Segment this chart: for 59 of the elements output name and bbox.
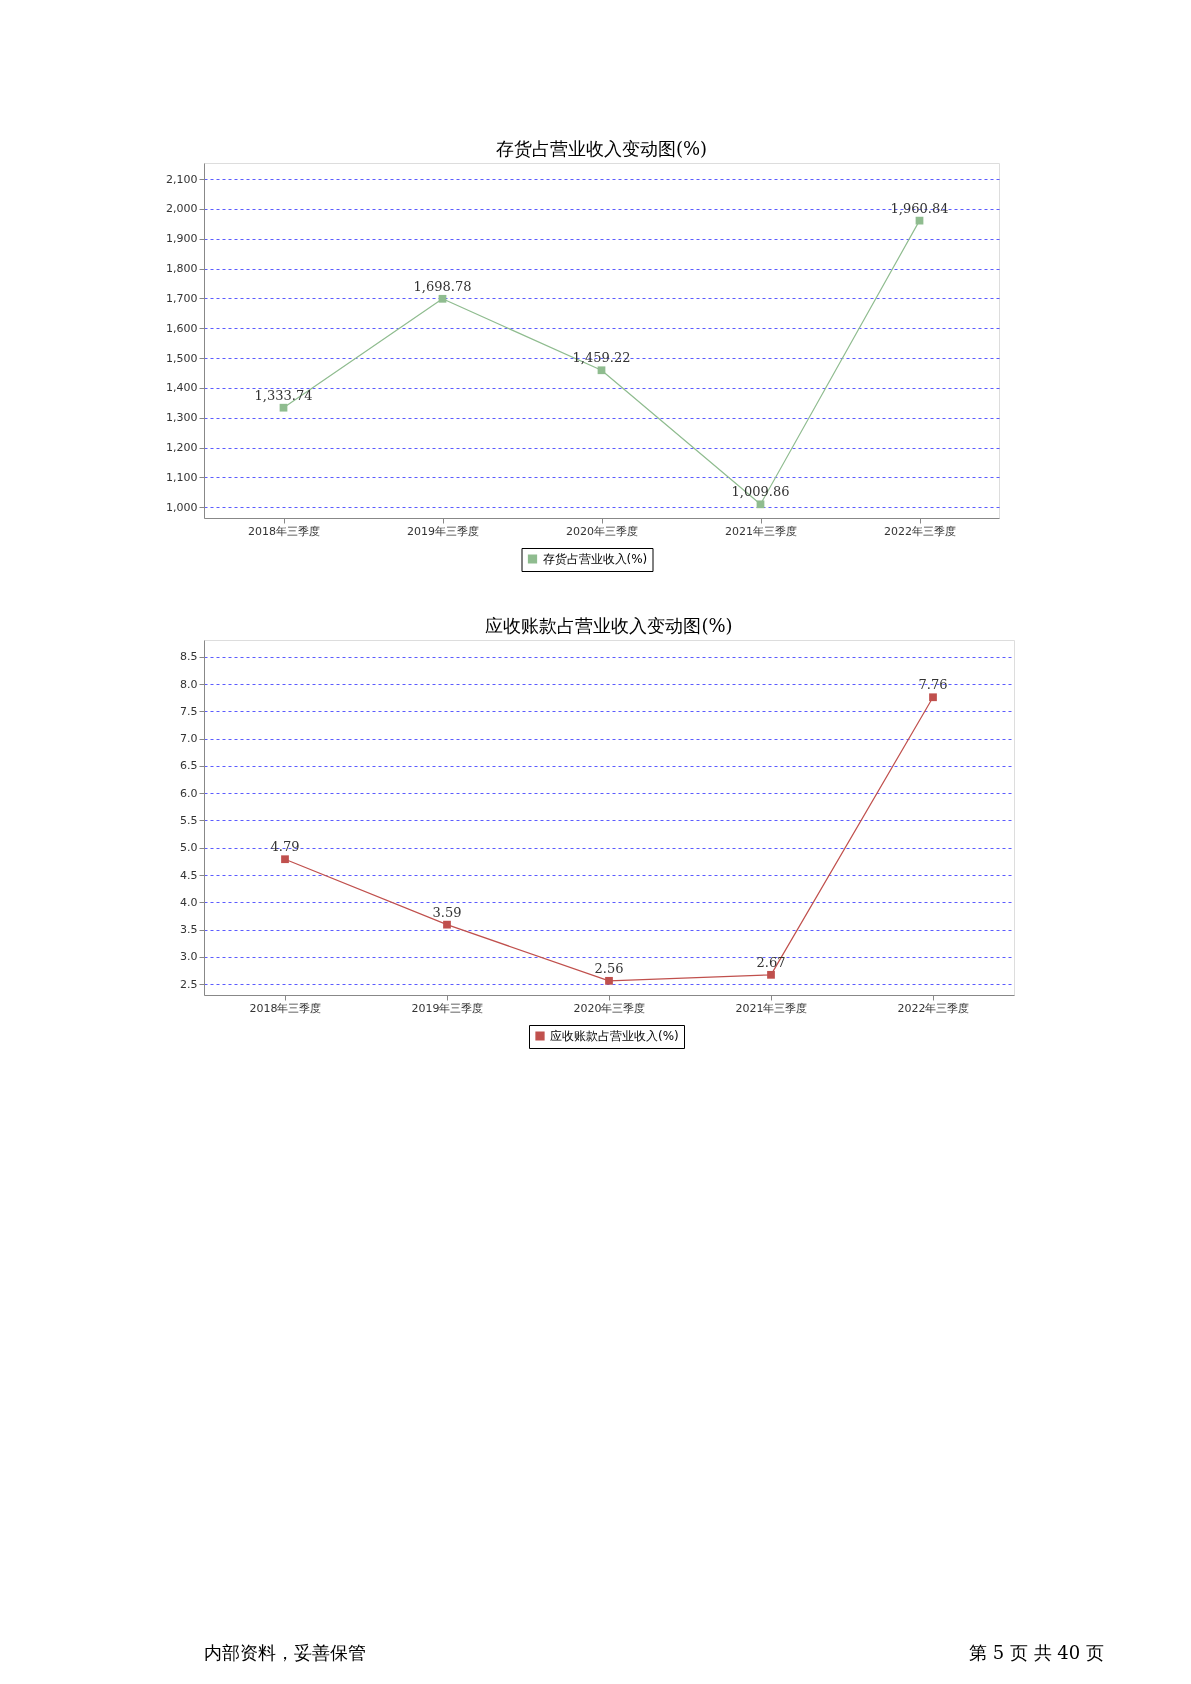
legend-label: 存货占营业收入(%) [542,552,648,566]
point [756,500,765,509]
y-tick-label: 1,400 [166,381,198,395]
point [279,403,288,412]
data-label: 1,459.22 [572,350,631,366]
x-tick-label: 2018年三季度 [248,524,320,538]
point [443,920,451,929]
x-tick-label: 2020年三季度 [566,524,638,538]
data-label: 1,698.78 [413,278,472,294]
data-label: 1,009.86 [731,484,790,500]
data-label: 4.79 [270,839,300,855]
y-tick-label: 1,800 [166,262,198,276]
y-tick-label: 5.0 [180,841,198,855]
y-tick-label: 4.0 [180,895,198,909]
y-tick-label: 1,100 [166,470,198,484]
x-tick-label: 2020年三季度 [573,1001,646,1015]
data-label: 1,960.84 [890,200,949,216]
x-tick-label: 2021年三季度 [725,524,797,538]
point [438,294,447,303]
point [929,693,937,702]
y-tick-label: 1,500 [166,351,198,365]
y-tick-label: 8.0 [180,677,198,691]
x-tick-label: 2022年三季度 [884,524,956,538]
data-label: 3.59 [432,904,462,920]
y-tick-label: 1,000 [166,500,198,514]
x-tick-label: 2018年三季度 [249,1001,322,1015]
y-tick-label: 3.5 [180,923,198,937]
chart-title: 存货占营业收入变动图(%) [495,138,708,159]
data-label: 1,333.74 [254,387,313,403]
point [767,970,775,979]
y-tick-label: 1,200 [166,441,198,455]
y-tick-label: 1,600 [166,321,198,335]
data-label: 7.76 [918,677,948,693]
chart-title: 应收账款占营业收入变动图(%) [485,615,733,636]
y-tick-label: 7.0 [180,732,198,746]
x-tick-label: 2022年三季度 [897,1001,970,1015]
text: 内部资料，妥善保管 [204,1642,366,1663]
y-tick-label: 2.5 [180,977,198,991]
x-tick-label: 2019年三季度 [411,1001,484,1015]
legend-label: 应收账款占营业收入(%) [550,1029,679,1043]
data-label: 2.56 [594,960,624,976]
y-tick-label: 7.5 [180,704,198,718]
point [605,976,613,985]
y-tick-label: 1,900 [166,232,198,246]
y-tick-label: 6.5 [180,759,198,773]
y-tick-label: 3.0 [180,950,198,964]
y-tick-label: 2,100 [166,172,198,186]
y-tick-label: 5.5 [180,814,198,827]
y-tick-label: 8.5 [180,650,198,664]
y-tick-label: 2,000 [166,202,198,216]
y-tick-label: 1,300 [166,411,198,425]
y-tick-label: 4.5 [180,868,198,882]
point [597,366,606,375]
y-tick-label: 1,700 [166,291,198,305]
x-tick-label: 2019年三季度 [407,524,479,538]
text: 第 5 页 共 40 页 [969,1642,1104,1663]
y-tick-label: 6.0 [180,786,198,800]
point [281,855,289,864]
x-tick-label: 2021年三季度 [735,1001,808,1015]
